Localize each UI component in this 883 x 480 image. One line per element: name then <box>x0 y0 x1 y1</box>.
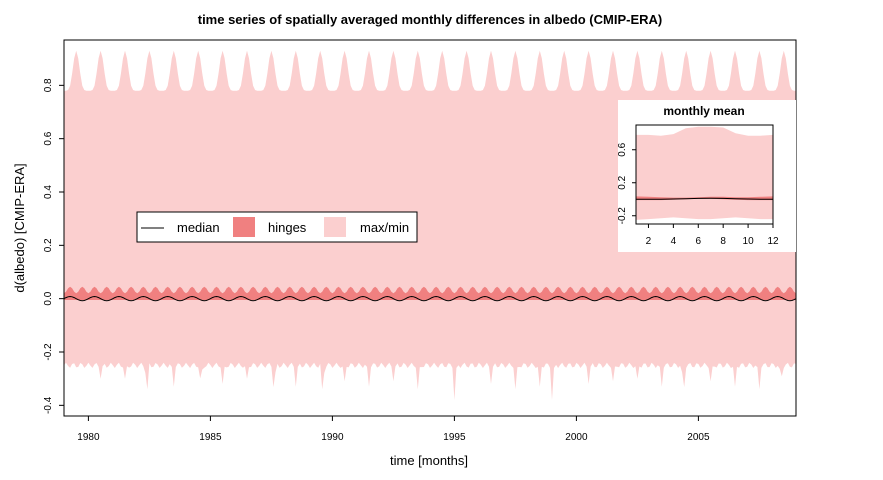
inset-bands <box>636 126 773 220</box>
y-tick-label: 0.4 <box>43 185 54 199</box>
inset-title: monthly mean <box>663 104 744 118</box>
x-tick-label: 1985 <box>199 432 222 443</box>
inset-y-tick-label: 0.6 <box>617 142 628 156</box>
chart-title: time series of spatially averaged monthl… <box>198 12 663 27</box>
inset-y-axis: -0.2 0.2 0.6 <box>617 142 636 224</box>
inset-y-tick-label: 0.2 <box>617 175 628 189</box>
y-tick-label: -0.4 <box>43 396 54 414</box>
inset-x-tick-label: 4 <box>671 236 677 247</box>
x-tick-label: 2000 <box>565 432 588 443</box>
main-plot: 1980 1985 1990 1995 2000 2005 -0.4 -0.2 0.0 0.2 0… <box>43 39 797 443</box>
inset-y-tick-label: -0.2 <box>617 207 628 225</box>
y-axis: -0.4 -0.2 0.0 0.2 0.4 0.6 0.8 <box>43 78 64 414</box>
x-axis-title: time [months] <box>390 453 468 468</box>
legend: median hinges max/min <box>136 211 418 243</box>
x-tick-label: 1980 <box>77 432 100 443</box>
y-tick-label: 0.2 <box>43 238 54 252</box>
inset-maxmin-band <box>636 126 773 220</box>
inset-x-tick-label: 2 <box>646 236 652 247</box>
legend-box <box>136 211 418 243</box>
inset-x-tick-label: 8 <box>720 236 726 247</box>
x-tick-label: 2005 <box>687 432 710 443</box>
inset-monthly-mean: monthly mean 2 4 6 8 10 12 -0.2 0.2 0.6 <box>617 100 796 252</box>
main-bands <box>63 50 797 400</box>
x-axis: 1980 1985 1990 1995 2000 2005 <box>77 416 710 443</box>
y-tick-label: 0.8 <box>43 78 54 92</box>
inset-x-axis: 2 4 6 8 10 12 <box>646 224 779 247</box>
legend-hinges-label: hinges <box>268 220 307 235</box>
inset-x-tick-label: 12 <box>767 236 779 247</box>
median-line <box>63 295 797 302</box>
y-axis-title: d(albedo) [CMIP-ERA] <box>12 163 27 292</box>
inset-frame <box>635 124 774 225</box>
hinges-band <box>64 286 796 300</box>
y-tick-label: -0.2 <box>43 343 54 361</box>
legend-median-label: median <box>177 220 220 235</box>
inset-x-tick-label: 6 <box>695 236 701 247</box>
y-tick-label: 0.0 <box>43 291 54 305</box>
inset-x-tick-label: 10 <box>743 236 755 247</box>
x-tick-label: 1990 <box>321 432 344 443</box>
maxmin-band <box>64 50 796 400</box>
y-tick-label: 0.6 <box>43 131 54 145</box>
legend-maxmin-label: max/min <box>360 220 409 235</box>
legend-hinges-swatch <box>233 217 255 237</box>
legend-maxmin-swatch <box>324 217 346 237</box>
inset-median-line <box>636 197 773 200</box>
x-tick-label: 1995 <box>443 432 466 443</box>
